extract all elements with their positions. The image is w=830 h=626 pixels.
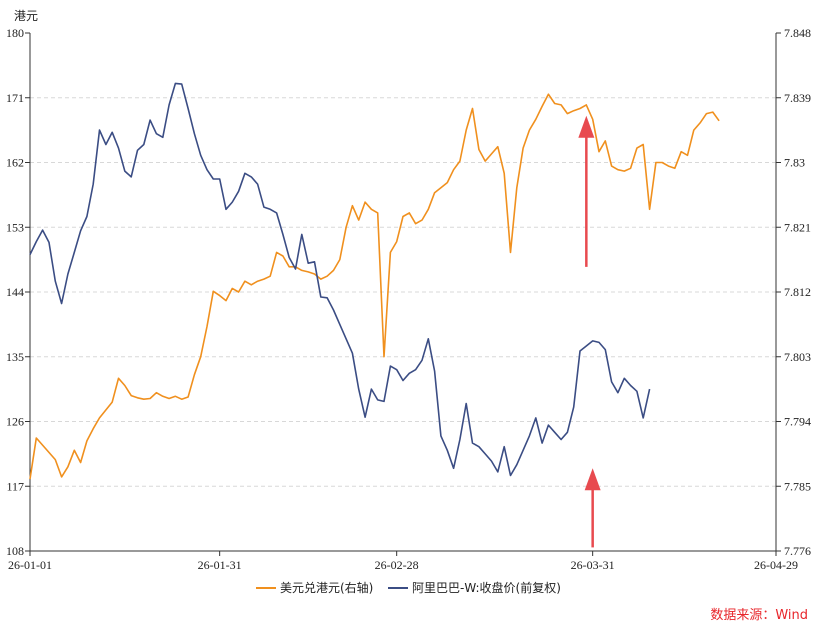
left-tick-label: 144: [6, 285, 24, 299]
grid-lines: [30, 97, 776, 487]
left-tick-label: 162: [6, 156, 24, 170]
arrow-head-1: [578, 115, 595, 138]
series-line-2: [29, 82, 651, 477]
x-tick-label: 26-04-29: [754, 558, 798, 572]
left-tick-label: 117: [6, 479, 24, 493]
left-tick-label: 126: [6, 415, 24, 429]
right-tick-label: 7.848: [784, 26, 811, 40]
series-line-1: [29, 93, 720, 480]
right-tick-label: 7.794: [784, 415, 811, 429]
legend: 美元兑港元(右轴) 阿里巴巴-W:收盘价(前复权): [256, 580, 561, 595]
right-tick-label: 7.776: [784, 544, 811, 558]
arrow-head-2: [584, 468, 601, 491]
left-tick-label: 180: [6, 26, 24, 40]
left-tick-label: 135: [6, 350, 24, 364]
right-tick-label: 7.839: [784, 91, 811, 105]
right-tick-label: 7.785: [784, 479, 811, 493]
x-tick-label: 26-02-28: [375, 558, 419, 572]
right-tick-label: 7.83: [784, 156, 805, 170]
left-tick-label: 171: [6, 91, 24, 105]
x-tick-label: 26-01-31: [198, 558, 242, 572]
annotation-arrows: [578, 115, 601, 548]
left-tick-label: 108: [6, 544, 24, 558]
right-tick-label: 7.803: [784, 350, 811, 364]
right-y-axis: 7.776 7.785 7.794 7.803 7.812 7.821 7.83 7.839 7…: [775, 26, 811, 558]
series-lines: [29, 82, 720, 480]
left-axis-unit-label: 港元: [14, 9, 38, 23]
source-note: 数据来源：Wind: [710, 608, 808, 623]
legend-label-2: 阿里巴巴-W:收盘价(前复权): [412, 580, 561, 595]
right-tick-label: 7.812: [784, 285, 811, 299]
x-tick-label: 26-03-31: [571, 558, 615, 572]
left-tick-label: 153: [6, 220, 24, 234]
x-axis: 26-01-01 26-01-31 26-02-28 26-03-31 26-04-29: [8, 550, 798, 572]
x-tick-label: 26-01-01: [8, 558, 52, 572]
legend-label-1: 美元兑港元(右轴): [280, 580, 373, 595]
left-y-axis: 108 117 126 135 144 153 162 171 180: [6, 26, 31, 558]
right-tick-label: 7.821: [784, 220, 811, 234]
